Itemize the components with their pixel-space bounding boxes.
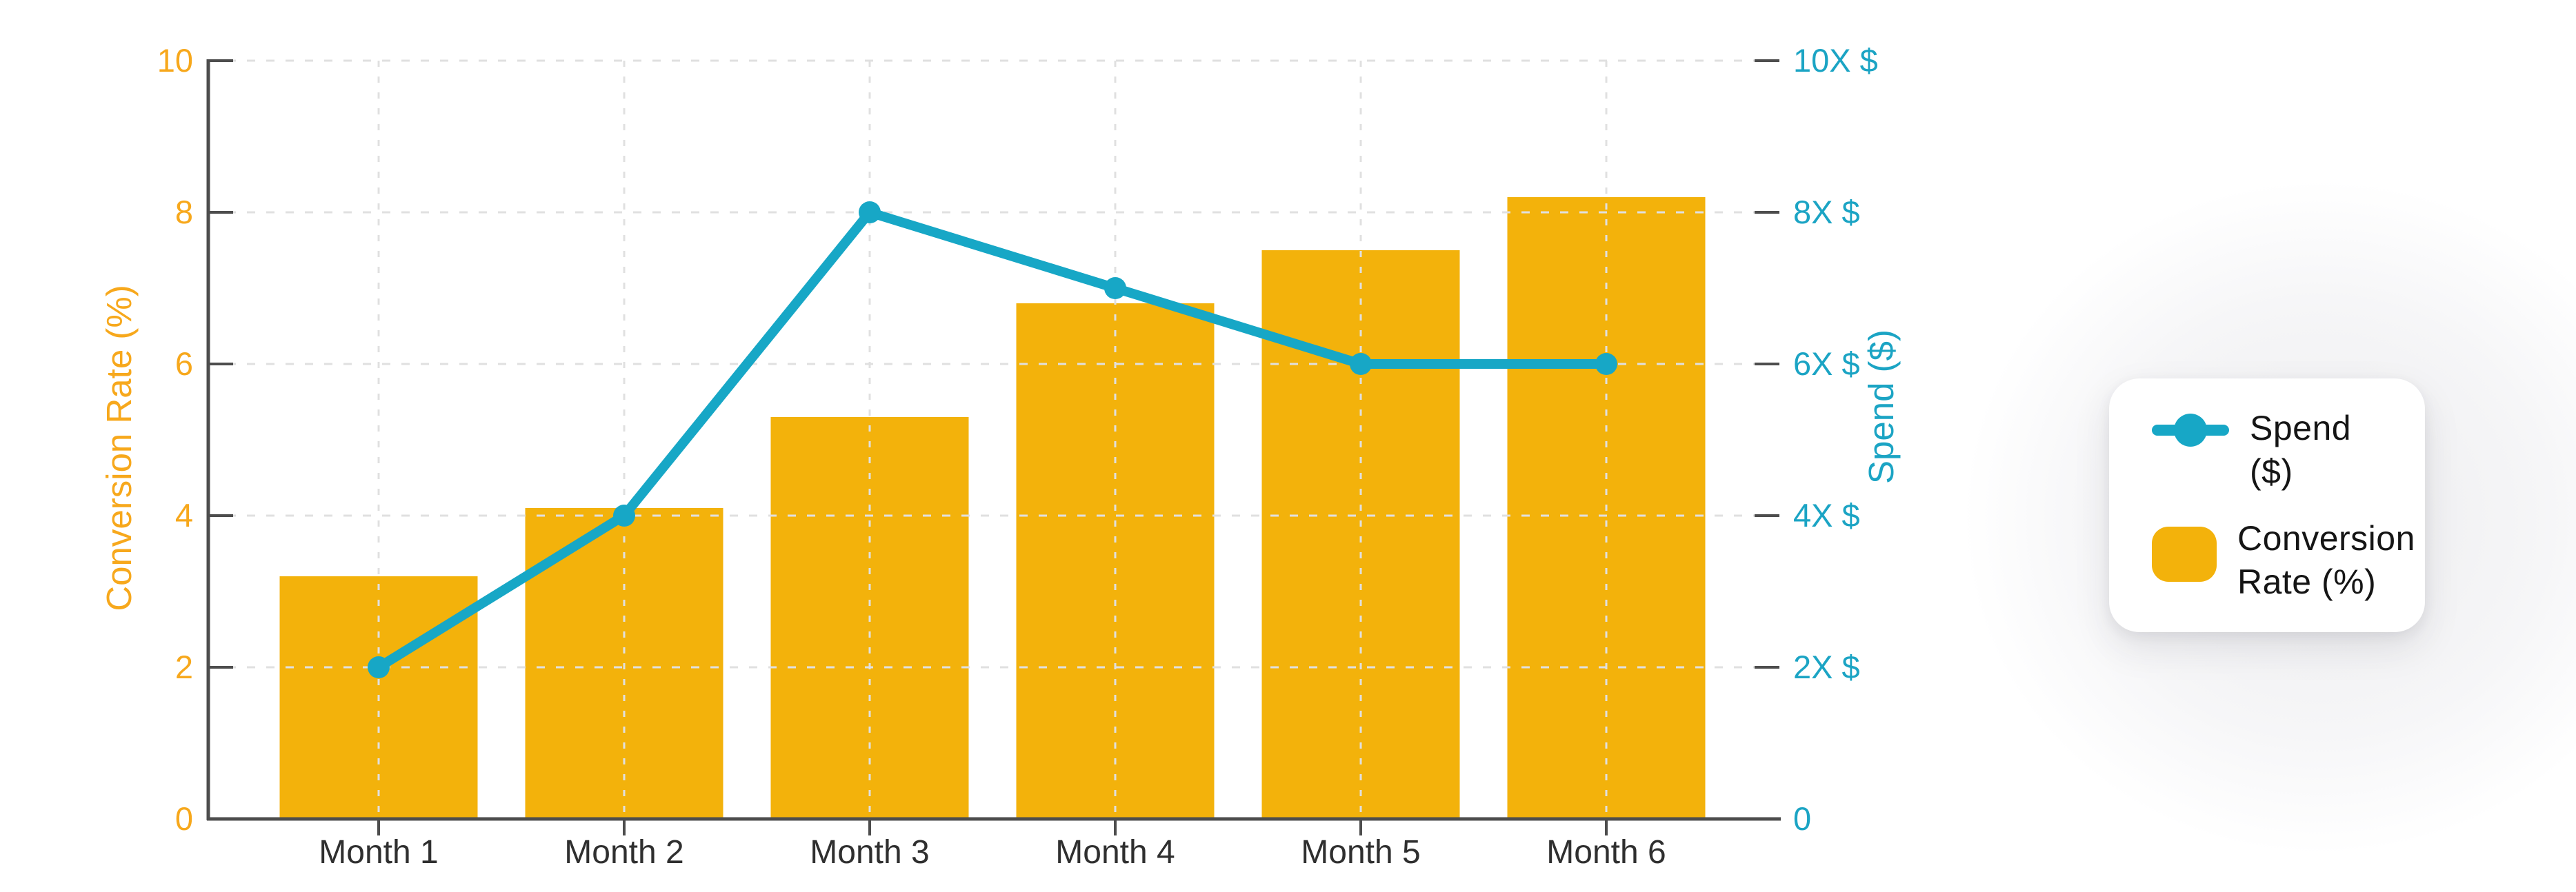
legend-item-label: Conversion Rate (%) [2237,519,2415,601]
left-axis-tick-label: 8 [175,194,193,230]
left-axis-title: Conversion Rate (%) [99,285,139,611]
spend-line-point-month-4 [1104,277,1126,299]
left-axis-tick-label: 4 [175,497,193,534]
legend: Spend ($) Conversion Rate (%) [2109,378,2425,632]
x-axis-tick-label: Month 5 [1301,834,1420,871]
right-axis-tick-label: 10X $ [1793,42,1878,79]
right-axis-tick-label: 4X $ [1793,497,1860,534]
right-axis-tick-label: 6X $ [1793,345,1860,382]
legend-line-dot-marker-icon [2152,414,2229,447]
left-axis-tick-label: 0 [175,800,193,837]
right-axis-title: Spend ($) [1861,330,1901,484]
legend-item-spend[interactable]: Spend ($) [2152,407,2397,494]
x-axis-tick-label: Month 2 [564,834,683,871]
legend-item-conversion-rate[interactable]: Conversion Rate (%) [2152,517,2415,604]
spend-line-point-month-3 [859,201,881,223]
chart-canvas: 0 0 2 2X $ 4 4X $ 6 6X $ 8 8X $ 10 10X $ Month 1 Mont… [99,42,1901,871]
spend-line-point-month-2 [613,505,635,527]
right-axis-tick-label: 2X $ [1793,649,1860,685]
left-axis-tick-label: 6 [175,345,193,382]
spend-line [374,207,1611,672]
legend-square-marker-icon [2152,527,2217,582]
left-axis-tick-label: 2 [175,649,193,685]
spend-line-point-month-1 [368,656,390,678]
legend-dot-icon [2174,414,2207,447]
spend-line-point-month-5 [1350,353,1372,375]
right-axis-tick-label: 8X $ [1793,194,1860,230]
bar-month-4 [1016,303,1215,819]
left-axis-tick-label: 10 [157,42,193,79]
legend-item-label: Spend ($) [2250,409,2352,491]
x-axis-tick-label: Month 1 [319,834,438,871]
x-axis-tick-label: Month 6 [1546,834,1666,871]
right-axis-tick-label: 0 [1793,800,1811,837]
spend-line-point-month-6 [1595,353,1617,375]
x-axis-tick-label: Month 4 [1055,834,1175,871]
x-axis-tick-label: Month 3 [810,834,929,871]
